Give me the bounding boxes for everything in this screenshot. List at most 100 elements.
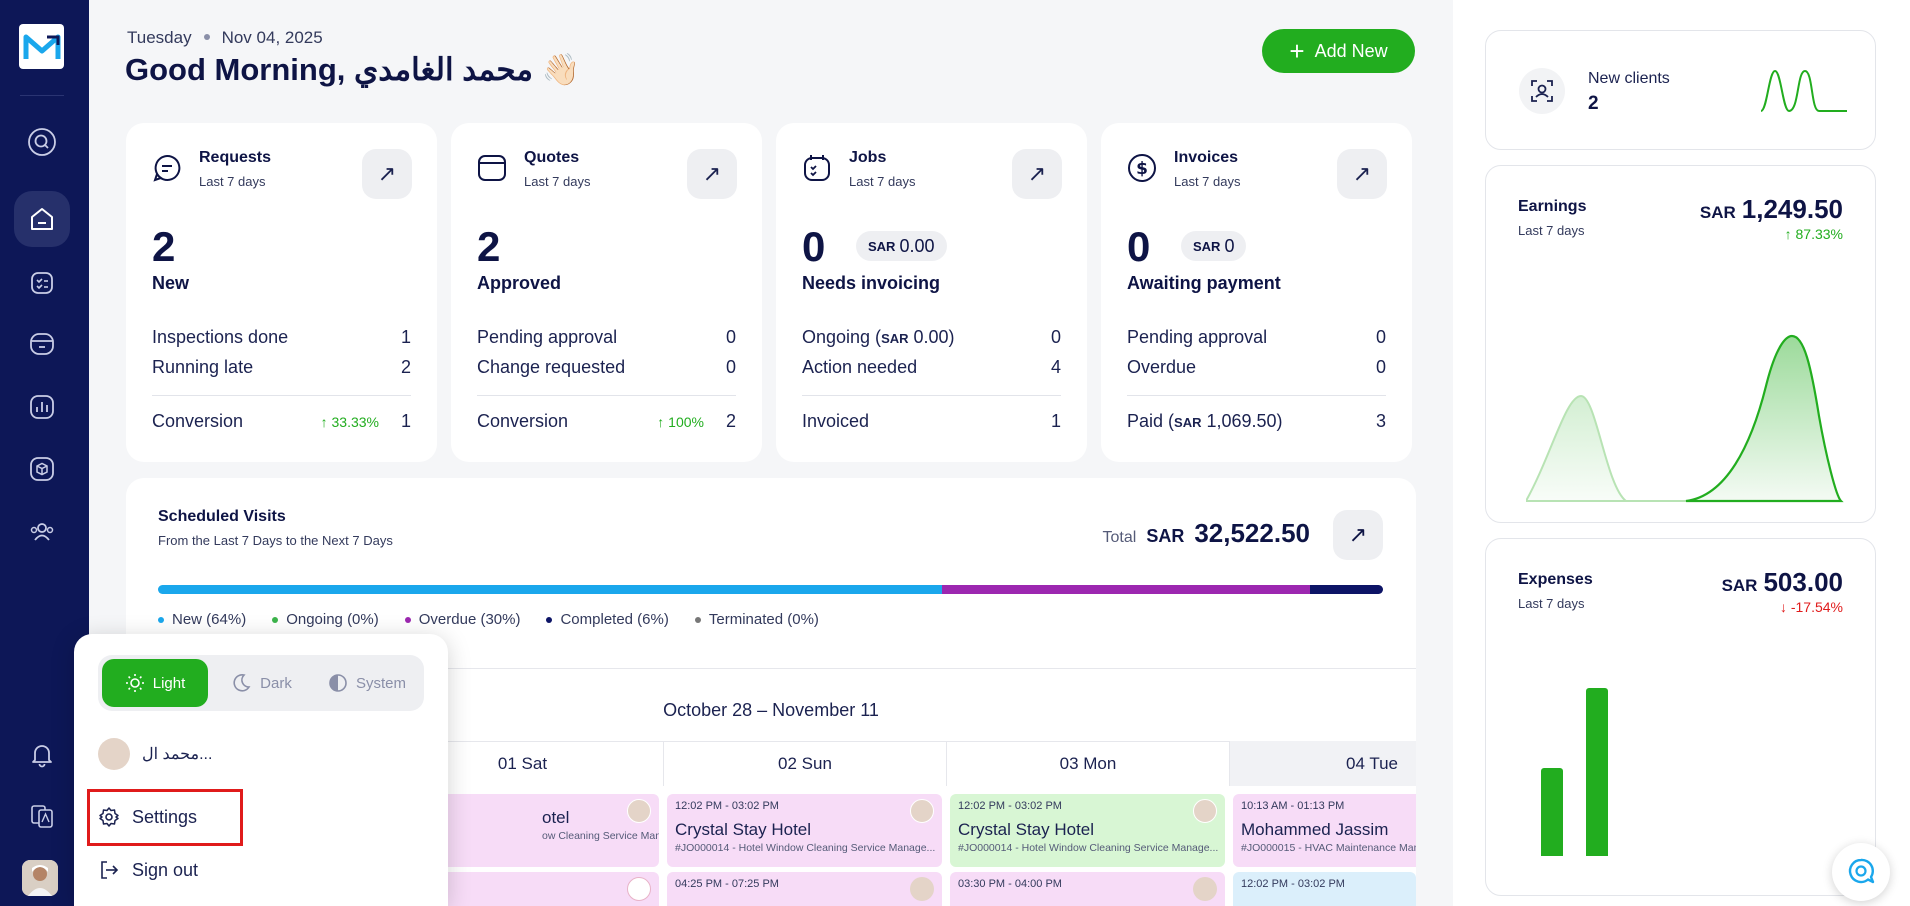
new-clients-title: New clients: [1588, 70, 1670, 87]
footer-value: 3: [1375, 411, 1386, 431]
earnings-card[interactable]: Earnings Last 7 days SAR 1,249.50 ↑ 87.33…: [1485, 165, 1876, 523]
footer-label: Conversion: [477, 411, 569, 431]
quotes-card[interactable]: Quotes Last 7 days ↗ 2 Approved Pending …: [451, 123, 762, 462]
row-label: Running late: [152, 357, 254, 377]
event-card[interactable]: 12:02 PM - 03:02 PM: [1233, 872, 1416, 906]
card-label: Needs invoicing: [802, 273, 941, 293]
search-icon[interactable]: [14, 114, 70, 170]
add-new-button[interactable]: + Add New: [1262, 29, 1415, 73]
legend-dot: [694, 616, 701, 623]
open-arrow-icon[interactable]: ↗: [1337, 149, 1387, 199]
event-card[interactable]: 12:02 PM - 03:02 PM Crystal Stay Hotel #…: [950, 794, 1225, 867]
box-icon[interactable]: [14, 441, 70, 497]
section-subtitle: From the Last 7 Days to the Next 7 Days: [158, 533, 393, 548]
card-divider: [802, 395, 1061, 396]
event-name: Mohammed Jassim: [1241, 820, 1389, 839]
row-value: 0: [725, 327, 736, 347]
legend-item: Overdue (30%): [404, 611, 520, 628]
profile-item[interactable]: محمد ال...: [98, 738, 212, 770]
expenses-subtitle: Last 7 days: [1518, 596, 1585, 611]
conversion-pct: ↑ 33.33%: [320, 413, 379, 430]
event-card[interactable]: 03:30 PM - 04:00 PM: [950, 872, 1225, 906]
invoices-card[interactable]: $ Invoices Last 7 days ↗ 0 SAR 0 Awaiting…: [1101, 123, 1412, 462]
inbox-icon[interactable]: [14, 316, 70, 372]
open-arrow-icon[interactable]: ↗: [1333, 510, 1383, 560]
card-footer: Conversion ↑ 33.33% 1: [152, 411, 411, 432]
card-title: Quotes: [524, 149, 580, 166]
sun-icon: [125, 674, 144, 692]
day-header-today[interactable]: 04 Tue: [1229, 741, 1416, 786]
pill-value: 0: [1224, 235, 1235, 256]
legend-item: Ongoing (0%): [272, 611, 379, 628]
event-card[interactable]: 12:02 PM - 03:02 PM Crystal Stay Hotel #…: [667, 794, 942, 867]
total-amount: 32,522.50: [1194, 518, 1310, 548]
assignee-avatar: [627, 799, 651, 823]
footer-label: Paid (SAR 1,069.50): [1127, 411, 1283, 432]
theme-system-option[interactable]: System: [314, 659, 420, 707]
open-arrow-icon[interactable]: ↗: [1012, 149, 1062, 199]
expenses-title: Expenses: [1518, 571, 1593, 588]
row-label: Inspections done: [152, 327, 289, 347]
team-icon[interactable]: [14, 504, 70, 560]
legend-label: Completed (6%): [560, 611, 669, 628]
event-card[interactable]: 10:13 AM - 01:13 PM Mohammed Jassim #JO0…: [1233, 794, 1416, 867]
bell-icon[interactable]: [14, 726, 70, 782]
assignee-avatar: [627, 877, 651, 901]
user-menu-popup: Light Dark System محمد ال... Settings Si…: [74, 634, 448, 906]
currency: SAR: [1721, 576, 1758, 595]
card-divider: [1127, 395, 1386, 396]
day-header[interactable]: 03 Mon: [946, 741, 1229, 786]
user-name: محمد ال...: [142, 746, 213, 763]
event-subtitle: #JO000015 - HVAC Maintenance Management: [1241, 842, 1416, 854]
card-divider: [477, 395, 736, 396]
jobs-card[interactable]: Jobs Last 7 days ↗ 0 SAR 0.00 Needs invoi…: [776, 123, 1087, 462]
dollar-icon: $: [1128, 154, 1156, 182]
settings-menu-item[interactable]: Settings: [98, 806, 197, 828]
requests-icon: [153, 154, 181, 182]
card-label: New: [152, 273, 190, 293]
theme-dark-option[interactable]: Dark: [208, 659, 314, 707]
row-value: 2: [400, 357, 411, 377]
row-label-currency: SAR: [881, 331, 909, 346]
assignee-avatar: [910, 877, 934, 901]
card-row: Pending approval 0: [1127, 327, 1386, 348]
card-subtitle: Last 7 days: [849, 174, 916, 189]
home-icon[interactable]: [14, 191, 70, 247]
row-label: Overdue: [1127, 357, 1197, 377]
sign-out-label: Sign out: [132, 859, 199, 880]
assignee-avatar: [910, 799, 934, 823]
open-arrow-icon[interactable]: ↗: [362, 149, 412, 199]
scheduled-total: Total SAR 32,522.50: [1103, 518, 1310, 549]
card-count: 0: [1127, 223, 1151, 270]
amount: 1,249.50: [1741, 194, 1843, 224]
legend-item: Completed (6%): [546, 611, 669, 628]
jobs-icon[interactable]: [14, 254, 70, 310]
legend-label: New (64%): [172, 611, 247, 628]
theme-light-option[interactable]: Light: [102, 659, 208, 707]
app-logo[interactable]: [19, 24, 64, 69]
event-time: 12:02 PM - 03:02 PM: [675, 800, 779, 812]
day-header[interactable]: 02 Sun: [663, 741, 946, 786]
chat-support-button[interactable]: [1832, 843, 1890, 901]
expense-bar: [1586, 688, 1608, 856]
assignee-avatar: [1193, 877, 1217, 901]
card-row: Overdue 0: [1127, 357, 1386, 378]
new-clients-card[interactable]: New clients 2: [1485, 30, 1876, 150]
user-avatar[interactable]: [22, 860, 58, 896]
reports-icon[interactable]: [14, 379, 70, 435]
status-segment: [1309, 585, 1383, 594]
event-name: otel: [542, 808, 570, 827]
amount-pill: SAR 0: [1181, 231, 1247, 261]
expenses-card[interactable]: Expenses Last 7 days SAR 503.00 ↓ -17.54%: [1485, 538, 1876, 896]
card-title: Invoices: [1174, 149, 1239, 166]
card-label: Approved: [477, 273, 562, 293]
event-card[interactable]: 04:25 PM - 07:25 PM: [667, 872, 942, 906]
requests-card[interactable]: Requests Last 7 days ↗ 2 New Inspections…: [126, 123, 437, 462]
sign-out-menu-item[interactable]: Sign out: [98, 859, 198, 881]
row-label-pre: Ongoing (: [802, 327, 882, 347]
language-icon[interactable]: [14, 788, 70, 844]
settings-highlight-box: [87, 789, 243, 846]
card-title: Jobs: [849, 149, 887, 166]
open-arrow-icon[interactable]: ↗: [687, 149, 737, 199]
calendar-range: October 28 – November 11: [663, 700, 879, 720]
